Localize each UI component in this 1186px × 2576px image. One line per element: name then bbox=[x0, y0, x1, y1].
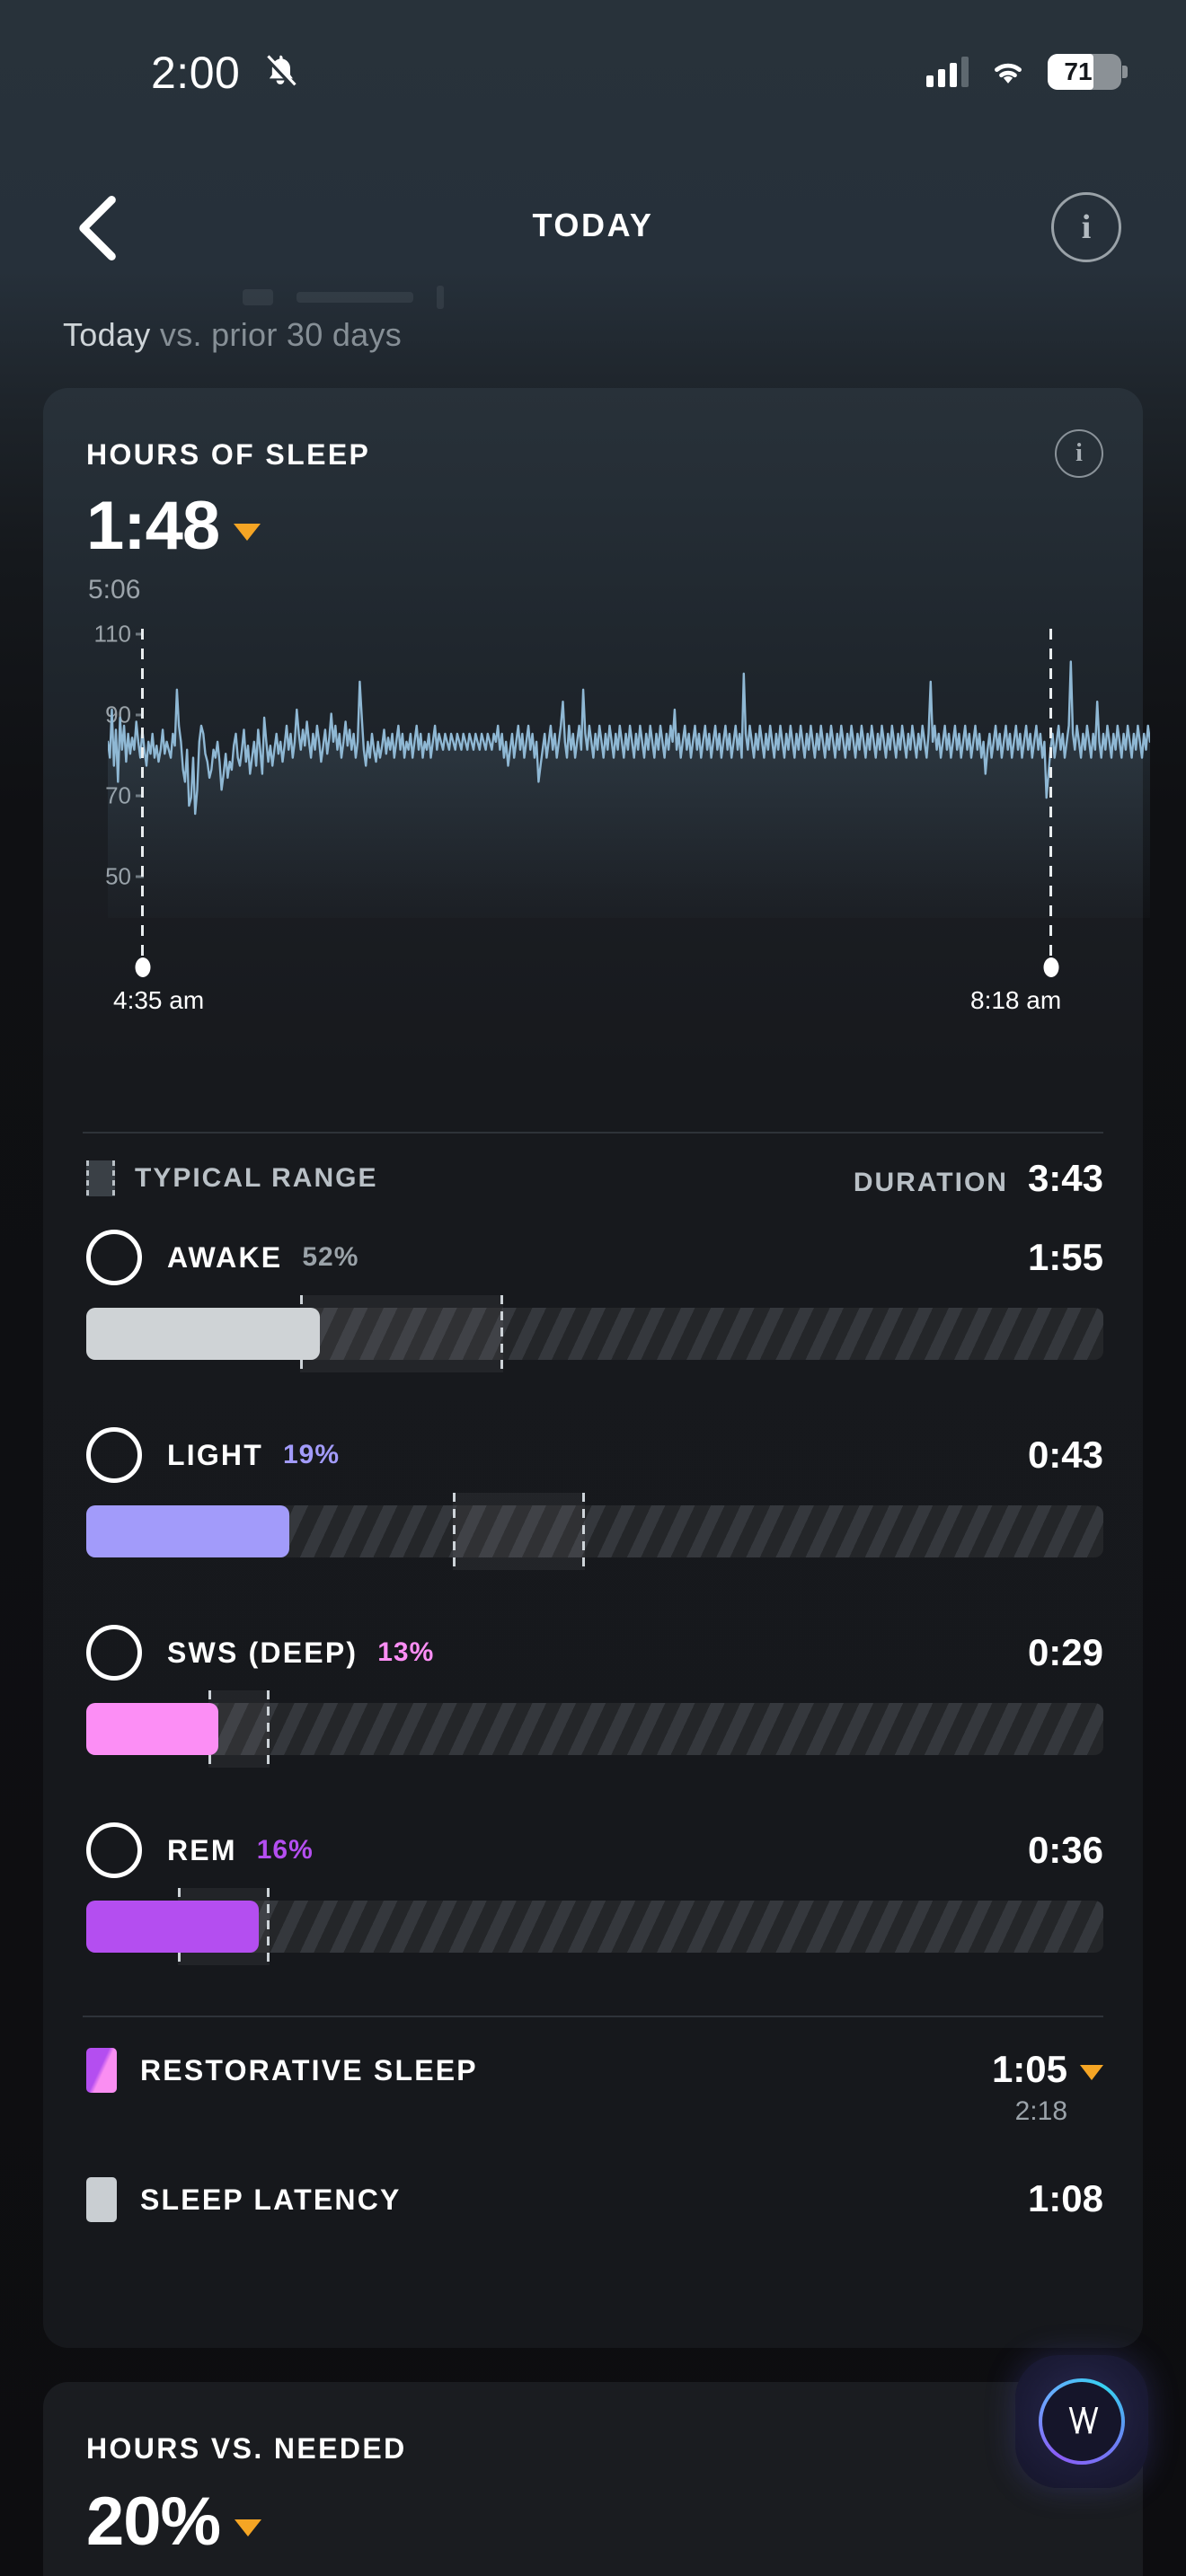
wifi-icon bbox=[995, 63, 1022, 84]
battery-level: 71 bbox=[1064, 57, 1093, 85]
sleep-latency-value: 1:08 bbox=[1027, 2177, 1103, 2219]
legend-row: TYPICAL RANGE DURATION 3:43 bbox=[86, 1157, 1103, 1200]
stage-percent: 52% bbox=[302, 1242, 359, 1272]
stage-circle-icon bbox=[86, 1625, 142, 1681]
status-bar: 2:00 71 bbox=[0, 0, 1186, 117]
background-ghost-row bbox=[243, 286, 444, 309]
y-tick-label: 110 bbox=[93, 620, 131, 648]
trend-down-icon bbox=[235, 2519, 262, 2536]
stage-bar-track bbox=[86, 1690, 1103, 1768]
stage-percent: 19% bbox=[282, 1440, 341, 1469]
latency-swatch-icon bbox=[86, 2177, 117, 2222]
stage-circle-icon bbox=[86, 1427, 142, 1483]
sleep-waveform bbox=[108, 660, 1150, 918]
hours-needed-value: 20% bbox=[86, 2483, 262, 2561]
divider bbox=[83, 1132, 1103, 1134]
nav-bar: TODAY i bbox=[0, 178, 1186, 284]
stage-bar-fill bbox=[86, 1901, 260, 1953]
status-time: 2:00 bbox=[151, 48, 241, 98]
y-tick-label: 90 bbox=[105, 701, 131, 728]
hours-vs-needed-card[interactable]: HOURS VS. NEEDED 20% bbox=[43, 2382, 1143, 2576]
stage-row-light[interactable]: LIGHT 19% 0:43 bbox=[86, 1421, 1103, 1570]
whoop-coach-fab[interactable]: \/\/ bbox=[1015, 2355, 1148, 2488]
restorative-sleep-value: 1:05 bbox=[991, 2048, 1067, 2090]
stage-bar-fill bbox=[86, 1505, 290, 1557]
typical-range-band bbox=[452, 1493, 585, 1570]
cellular-signal-icon bbox=[926, 57, 969, 87]
heart-rate-chart: 110 90 70 50 bbox=[43, 620, 1150, 1014]
status-indicators: 71 bbox=[926, 54, 1128, 90]
typical-range-band bbox=[299, 1295, 504, 1372]
stage-name: LIGHT bbox=[167, 1438, 263, 1471]
stage-time: 0:29 bbox=[1027, 1631, 1103, 1673]
stage-circle-icon bbox=[86, 1230, 142, 1285]
stage-time: 0:36 bbox=[1027, 1829, 1103, 1871]
stage-row-awake[interactable]: AWAKE 52% 1:55 bbox=[86, 1223, 1103, 1372]
restorative-swatch-icon bbox=[86, 2048, 117, 2093]
stage-percent: 16% bbox=[256, 1835, 314, 1865]
card-title: HOURS OF SLEEP bbox=[86, 438, 371, 471]
subtitle-dim: vs. prior 30 days bbox=[159, 316, 403, 353]
trend-down-icon bbox=[1080, 2064, 1103, 2080]
stage-circle-icon bbox=[86, 1822, 142, 1878]
whoop-logo-icon: \/\/ bbox=[1042, 2382, 1121, 2461]
stage-time: 0:43 bbox=[1027, 1434, 1103, 1476]
restorative-sleep-baseline: 2:18 bbox=[1014, 2096, 1067, 2126]
restorative-sleep-label: RESTORATIVE SLEEP bbox=[140, 2053, 478, 2086]
stage-bar-track bbox=[86, 1888, 1103, 1965]
chevron-left-icon[interactable] bbox=[66, 192, 131, 264]
duration-value: 3:43 bbox=[1027, 1157, 1103, 1199]
card-title: HOURS VS. NEEDED bbox=[86, 2432, 407, 2465]
restorative-sleep-row[interactable]: RESTORATIVE SLEEP 1:05 2:18 bbox=[86, 2048, 1103, 2156]
sleep-duration-value: 1:48 bbox=[86, 487, 261, 565]
info-circle-icon[interactable]: i bbox=[1055, 429, 1103, 478]
subtitle-strong: Today bbox=[63, 316, 151, 353]
info-circle-icon[interactable]: i bbox=[1051, 192, 1121, 262]
stage-time: 1:55 bbox=[1027, 1236, 1103, 1278]
sleep-end-marker bbox=[1043, 629, 1058, 977]
stage-name: AWAKE bbox=[167, 1240, 283, 1274]
stage-bar-fill bbox=[86, 1703, 219, 1755]
fab-gradient-ring: \/\/ bbox=[1039, 2378, 1125, 2465]
stage-bar-track bbox=[86, 1493, 1103, 1570]
sleep-latency-label: SLEEP LATENCY bbox=[140, 2183, 402, 2216]
stage-percent: 13% bbox=[377, 1637, 435, 1667]
duration-label: DURATION bbox=[853, 1168, 1008, 1197]
comparison-subtitle: Today vs. prior 30 days bbox=[63, 316, 402, 354]
typical-range-swatch bbox=[86, 1160, 115, 1196]
stage-row-rem[interactable]: REM 16% 0:36 bbox=[86, 1816, 1103, 1965]
stage-row-sws-deep[interactable]: SWS (DEEP) 13% 0:29 bbox=[86, 1619, 1103, 1768]
trend-down-icon bbox=[234, 524, 261, 541]
page-title: TODAY bbox=[532, 207, 654, 243]
sleep-start-marker bbox=[135, 629, 150, 977]
sleep-duration-number: 1:48 bbox=[86, 488, 220, 564]
hours-of-sleep-card[interactable]: HOURS OF SLEEP i 1:48 5:06 110 90 70 50 bbox=[43, 388, 1150, 2348]
bell-muted-icon bbox=[265, 55, 296, 88]
sleep-end-label: 8:18 am bbox=[970, 986, 1062, 1014]
typical-range-label: TYPICAL RANGE bbox=[135, 1163, 378, 1193]
stage-name: REM bbox=[167, 1833, 237, 1866]
stage-bar-track bbox=[86, 1295, 1103, 1372]
sleep-start-label: 4:35 am bbox=[113, 986, 205, 1014]
sleep-baseline: 5:06 bbox=[88, 575, 141, 604]
battery-icon: 71 bbox=[1048, 54, 1128, 90]
stage-bar-fill bbox=[86, 1308, 321, 1360]
sleep-latency-row[interactable]: SLEEP LATENCY 1:08 bbox=[86, 2177, 1103, 2249]
stage-name: SWS (DEEP) bbox=[167, 1636, 358, 1669]
hours-needed-number: 20% bbox=[86, 2483, 221, 2560]
divider bbox=[83, 2016, 1103, 2017]
